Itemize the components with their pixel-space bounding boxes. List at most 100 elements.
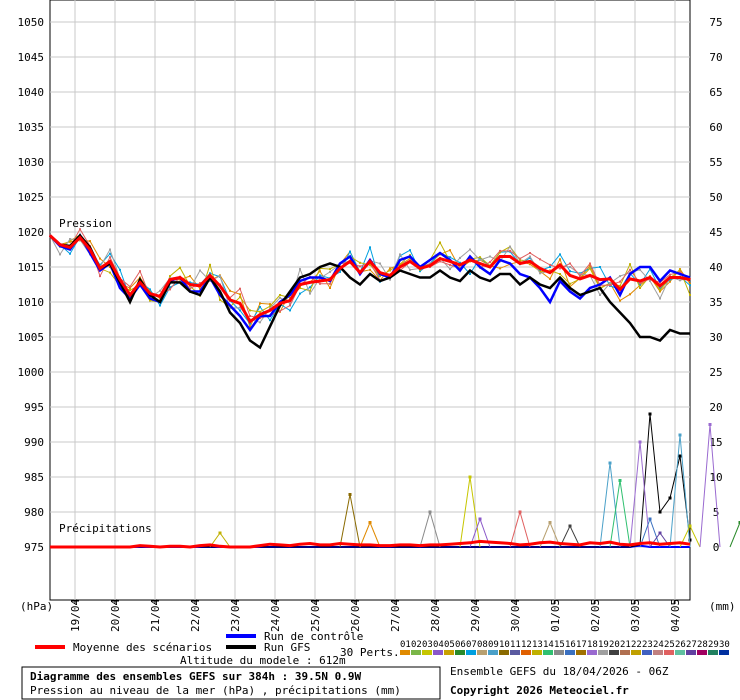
x-tick-label: 19/04 <box>69 599 82 632</box>
plot-frame <box>49 0 691 601</box>
legend-gfs-label: Run GFS <box>264 641 310 654</box>
pert-number-label: 29 <box>708 640 719 650</box>
pert-point <box>329 268 331 271</box>
pert-number-label: 03 <box>422 640 433 650</box>
precip-pert-point <box>428 510 432 514</box>
pert-point <box>589 264 591 267</box>
pert-point <box>269 305 271 308</box>
pert-point <box>159 297 161 300</box>
pert-point <box>279 294 281 296</box>
pert-point <box>619 299 621 302</box>
y-right-tick-label: 15 <box>709 436 722 449</box>
pert-color-swatch <box>587 650 597 655</box>
pert-point <box>399 253 401 256</box>
pert-point <box>609 284 611 287</box>
pert-point <box>179 266 181 269</box>
pert-number-label: 21 <box>620 640 631 650</box>
pert-point <box>499 251 501 254</box>
pert-point <box>359 261 361 264</box>
x-tick-label: 20/04 <box>109 599 122 632</box>
pert-color-swatch <box>477 650 487 655</box>
gfs-series-line <box>49 233 690 350</box>
pert-point <box>289 309 291 312</box>
right-unit-label: (mm) <box>709 600 736 613</box>
pert-point <box>559 273 561 275</box>
precip-pert-point <box>608 461 612 465</box>
left-unit-label: (hPa) <box>20 600 53 613</box>
x-tick-label: 03/05 <box>629 599 642 632</box>
pert-point <box>269 307 271 310</box>
pert-point <box>549 266 551 268</box>
precip-pert-point <box>548 521 552 524</box>
pert-color-swatch <box>543 650 553 655</box>
pert-color-swatch <box>664 650 674 655</box>
y-left-tick-label: 1015 <box>18 261 45 274</box>
pert-point <box>169 286 171 289</box>
y-left-tick-label: 1025 <box>18 191 45 204</box>
pert-point <box>529 252 531 254</box>
precip-pert-point <box>678 433 682 437</box>
pert-point <box>269 303 271 306</box>
pert-number-label: 24 <box>653 640 664 650</box>
pert-point <box>619 280 621 283</box>
y-left-tick-label: 975 <box>24 541 44 554</box>
pert-point <box>189 281 191 284</box>
pert-point <box>229 307 231 310</box>
pert-point <box>209 280 211 282</box>
legend-mean-label: Moyenne des scénarios <box>73 641 212 654</box>
x-tick-label: 04/05 <box>669 599 682 632</box>
pert-point <box>129 287 131 289</box>
pert-point <box>539 258 541 261</box>
pert-point <box>449 256 451 259</box>
pert-point <box>219 275 221 278</box>
copyright-label: Copyright 2026 Meteociel.fr <box>450 684 629 697</box>
pert-point <box>119 268 121 271</box>
pert-point <box>639 268 641 271</box>
y-left-tick-label: 1005 <box>18 331 45 344</box>
pert-point <box>449 263 451 266</box>
y-right-tick-label: 25 <box>709 366 722 379</box>
legend-perts-label: 30 Perts. <box>340 646 400 659</box>
pert-point <box>199 287 201 290</box>
pert-point <box>629 263 631 266</box>
pert-point <box>159 289 161 292</box>
pert-series-line <box>49 235 691 325</box>
pert-color-swatch <box>675 650 685 655</box>
pert-point <box>189 287 191 290</box>
pert-point <box>659 289 661 292</box>
y-left-tick-label: 1035 <box>18 121 45 134</box>
pert-color-swatch <box>444 650 454 655</box>
precip-pert-peak <box>729 521 740 548</box>
pert-series-line <box>49 235 691 329</box>
pert-color-swatch <box>653 650 663 655</box>
y-right-tick-label: 35 <box>709 296 722 309</box>
pert-point <box>529 255 531 258</box>
pert-point <box>409 268 411 271</box>
chart-subtitle: Pression au niveau de la mer (hPa) , pré… <box>30 684 401 697</box>
pert-point <box>249 315 251 317</box>
pert-point <box>249 326 251 329</box>
pert-number-label: 19 <box>598 640 609 650</box>
pert-point <box>149 288 151 291</box>
pression-label: Pression <box>59 217 112 230</box>
pert-number-label: 09 <box>488 640 499 650</box>
pert-point <box>459 261 461 264</box>
title-box <box>21 666 441 700</box>
legend-gfs-swatch <box>226 645 256 649</box>
pert-number-label: 02 <box>411 640 422 650</box>
precip-pert-point <box>648 517 652 521</box>
y-left-tick-label: 995 <box>24 401 44 414</box>
pert-point <box>169 288 171 291</box>
x-tick-label: 22/04 <box>189 599 202 632</box>
pert-number-label: 17 <box>576 640 587 650</box>
pert-point <box>669 280 671 283</box>
x-tick-label: 25/04 <box>309 599 322 632</box>
precip-pert-peak <box>419 510 441 548</box>
pert-point <box>639 282 641 285</box>
pert-point <box>459 256 461 259</box>
precip-gfs-point <box>678 454 682 458</box>
precip-series <box>50 412 740 549</box>
y-left-tick-label: 1030 <box>18 156 45 169</box>
precip-mean-line <box>50 539 691 549</box>
y-left-tick-label: 990 <box>24 436 44 449</box>
